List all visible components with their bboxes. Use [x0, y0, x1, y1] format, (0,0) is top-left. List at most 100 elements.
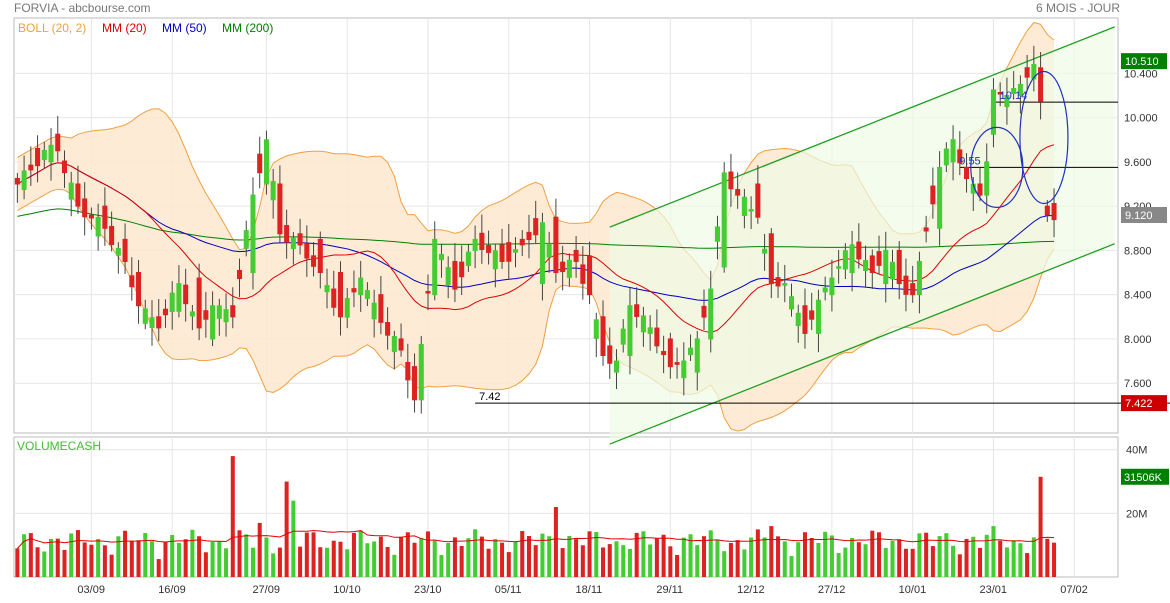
candle-body [613, 360, 620, 373]
volume-bar [735, 540, 740, 577]
volume-bar [230, 456, 235, 577]
volume-bar [971, 536, 976, 577]
candle-body [755, 183, 761, 218]
volume-bar [412, 542, 417, 577]
volume-bar [123, 530, 128, 577]
volume-bar [567, 535, 572, 577]
volume-bar [701, 536, 707, 577]
candle-body [311, 255, 317, 267]
volume-bar [244, 534, 249, 577]
volume-bar [331, 540, 336, 577]
volume-bar [55, 538, 60, 577]
candle-body [916, 260, 922, 296]
candle-body [553, 216, 559, 274]
last-price-label: 10.510 [1125, 56, 1159, 68]
candle-body [512, 249, 519, 253]
candle-body [735, 189, 741, 196]
volume-bar [284, 481, 289, 577]
price-annotation: 10.14 [1000, 90, 1028, 102]
volume-bar [163, 541, 168, 577]
candle-body [1051, 202, 1057, 221]
volume-bar [648, 544, 653, 577]
price-tick-label: 8.800 [1124, 245, 1152, 257]
volume-bar [170, 534, 175, 577]
volume-bar [829, 535, 834, 577]
volume-bar [183, 539, 188, 577]
volume-bar [49, 538, 54, 577]
candle-body [162, 308, 168, 316]
volume-bar [850, 537, 855, 577]
volume-bar [378, 536, 383, 577]
volume-bar [641, 531, 646, 577]
volume-bar [937, 536, 942, 577]
volume-bar [668, 546, 673, 577]
x-tick-label: 10/10 [333, 584, 361, 596]
volume-last-label: 31506K [1124, 472, 1163, 484]
candle-body [378, 294, 384, 323]
volume-bar [250, 547, 255, 577]
volume-bar [392, 554, 397, 577]
volume-bar [197, 536, 202, 577]
support-price-label: 7.422 [1125, 398, 1153, 410]
volume-bar [446, 543, 451, 577]
candle-body [964, 166, 970, 179]
volume-bar [102, 545, 107, 577]
candle-body [896, 249, 902, 285]
volume-bar [459, 545, 464, 577]
volume-bar [109, 554, 114, 577]
volume-bar [627, 548, 632, 577]
volume-bar [614, 541, 619, 577]
candle-body [156, 316, 162, 329]
candle-body [782, 283, 788, 286]
candle-body [48, 144, 54, 163]
candle-body [788, 296, 795, 310]
candle-body [68, 182, 74, 200]
legend-boll: BOLL (20, 2) [18, 21, 87, 35]
candle-body [910, 283, 916, 296]
volume-bar [877, 532, 882, 577]
candle-body [984, 161, 990, 196]
candle-body [445, 267, 451, 286]
candle-body [250, 194, 256, 274]
candle-body [587, 255, 593, 296]
trend-channel-lower [609, 243, 1115, 445]
candle-body [351, 288, 357, 293]
volume-bar [924, 532, 929, 577]
volume-bar [452, 537, 457, 577]
candle-body [546, 243, 552, 258]
candle-body [21, 170, 27, 190]
candle-body [1004, 94, 1010, 108]
candle-body [997, 92, 1003, 95]
candle-body [654, 327, 660, 347]
candle-body [600, 316, 606, 357]
volume-bar [728, 543, 733, 577]
volume-bar [291, 500, 296, 577]
candle-body [317, 238, 323, 274]
volume-bar [298, 546, 303, 577]
candle-body [196, 277, 202, 329]
price-tick-label: 8.400 [1124, 290, 1152, 302]
candle-body [183, 284, 189, 305]
candle-body [88, 214, 94, 219]
volume-bar [991, 526, 996, 577]
volume-bar [224, 548, 229, 577]
candle-body [883, 249, 889, 285]
volume-bar [338, 541, 343, 577]
volume-bar [715, 540, 720, 577]
volume-bar [695, 545, 700, 577]
candle-body [223, 309, 229, 323]
candle-body [115, 247, 121, 256]
x-tick-label: 23/10 [414, 584, 442, 596]
volume-tick-label: 40M [1126, 445, 1147, 457]
volume-bar [870, 530, 875, 577]
candle-body [109, 225, 115, 245]
candle-body [216, 305, 222, 319]
candle-body [856, 241, 862, 260]
volume-bar [762, 537, 767, 577]
candle-body [842, 250, 848, 270]
candle-body [943, 148, 949, 166]
candle-body [714, 226, 720, 242]
volume-bar [789, 556, 794, 577]
volume-bar [675, 554, 680, 577]
